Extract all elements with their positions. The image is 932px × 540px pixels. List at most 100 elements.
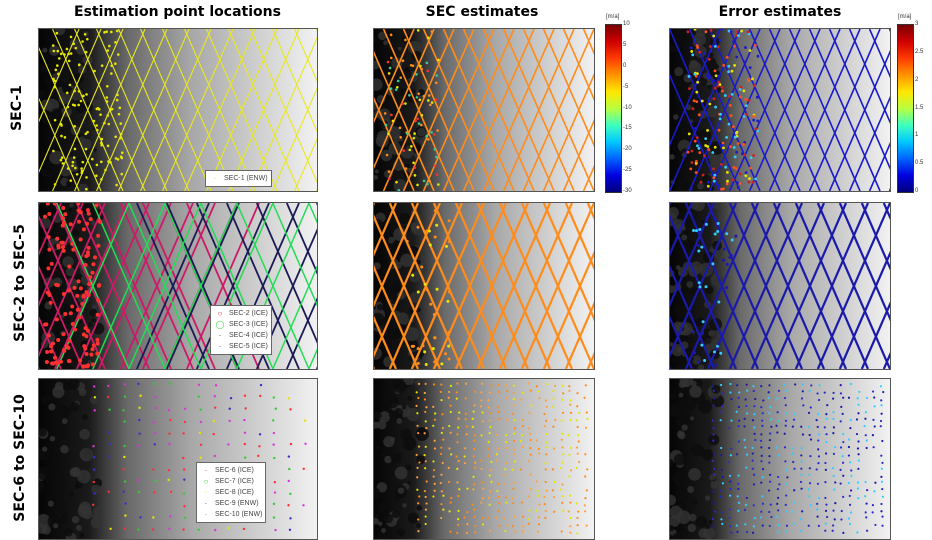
estimate-point — [841, 461, 845, 464]
estimate-point — [480, 467, 483, 470]
track-line — [166, 203, 240, 369]
estimate-point — [433, 209, 437, 213]
estimate-point — [696, 144, 699, 148]
estimate-point — [487, 440, 490, 443]
estimate-point — [456, 382, 459, 385]
estimate-point — [521, 418, 525, 422]
estimate-point — [717, 342, 721, 346]
estimate-point — [732, 40, 736, 43]
estimate-point — [696, 46, 700, 49]
estimate-point — [496, 459, 499, 462]
terrain-blob — [419, 387, 426, 394]
estimate-point — [761, 495, 764, 498]
legend-label: SEC-2 (ICE) — [229, 310, 268, 317]
estimate-point — [395, 180, 398, 184]
estimate-point — [474, 390, 477, 393]
estimate-point — [79, 99, 83, 103]
estimate-point — [553, 480, 556, 483]
estimate-point — [95, 107, 99, 111]
estimate-point — [497, 384, 501, 387]
estimate-point — [770, 425, 773, 428]
panel-sec1-errors — [669, 28, 891, 192]
estimate-point — [416, 183, 419, 187]
estimate-point — [273, 491, 277, 494]
estimate-point — [769, 432, 772, 435]
track-line — [462, 29, 535, 191]
estimate-point — [107, 490, 110, 493]
estimate-point — [759, 516, 763, 519]
estimate-point — [59, 158, 63, 162]
track-line — [794, 203, 870, 369]
estimate-point — [488, 529, 492, 533]
estimate-point — [424, 460, 427, 463]
track-line — [788, 29, 861, 191]
estimate-point — [719, 419, 722, 422]
terrain-blob — [704, 285, 714, 295]
terrain-blob — [39, 427, 47, 437]
estimate-point — [725, 262, 729, 266]
terrain-blob — [409, 271, 420, 283]
estimate-point — [848, 522, 852, 526]
legend-item: · SEC-10 (ENW) — [200, 509, 263, 520]
estimate-point — [432, 475, 435, 478]
terrain-blob — [375, 445, 380, 451]
estimate-point — [488, 474, 491, 477]
legend-item: · SEC-9 (ENW) — [200, 498, 262, 509]
estimate-point — [435, 155, 438, 159]
estimate-point — [70, 241, 75, 246]
estimate-point — [712, 34, 716, 38]
estimate-point — [768, 384, 771, 387]
track-line — [52, 29, 124, 191]
estimate-point — [793, 489, 796, 492]
estimate-point — [727, 122, 731, 126]
estimate-point — [86, 130, 89, 134]
estimate-point — [857, 403, 860, 406]
track-line — [388, 203, 464, 369]
estimate-point — [767, 489, 771, 492]
estimate-point — [108, 442, 112, 446]
estimate-point — [800, 487, 803, 490]
estimate-point — [481, 497, 485, 500]
estimate-point — [576, 434, 580, 437]
panel-sec6-10-locations — [38, 378, 318, 540]
track-line — [272, 87, 317, 191]
estimate-point — [84, 132, 88, 136]
estimate-point — [57, 72, 60, 76]
estimate-point — [396, 79, 400, 83]
estimate-point — [107, 122, 111, 126]
estimate-point — [91, 157, 94, 161]
estimate-point — [93, 468, 96, 471]
estimate-point — [874, 523, 877, 527]
estimate-point — [708, 102, 712, 106]
estimate-point — [817, 448, 820, 451]
estimate-point — [551, 489, 554, 492]
estimate-point — [68, 83, 72, 87]
estimate-point — [487, 447, 490, 450]
estimate-point — [228, 407, 231, 410]
estimate-point — [536, 489, 539, 492]
track-line — [422, 29, 495, 191]
estimate-point — [383, 112, 387, 115]
estimate-point — [569, 418, 572, 421]
estimate-point — [412, 344, 416, 348]
estimate-point — [69, 35, 73, 39]
legend-item: ○ SEC-7 (ICE) — [200, 476, 262, 487]
estimate-point — [390, 113, 393, 117]
estimate-point — [214, 384, 218, 387]
estimate-point — [199, 456, 203, 459]
estimate-point — [386, 60, 390, 64]
track-line — [542, 72, 594, 191]
estimate-point — [865, 516, 868, 519]
terrain-blob — [670, 285, 676, 294]
error-colorbar-unit: [m/a] — [898, 14, 912, 20]
terrain-blob — [674, 135, 679, 140]
estimate-point — [91, 262, 96, 267]
estimate-point — [879, 419, 883, 423]
estimate-point — [78, 237, 83, 242]
estimate-point — [505, 446, 508, 450]
estimate-point — [430, 101, 434, 104]
panel-plot — [374, 203, 594, 369]
terrain-blob — [676, 510, 691, 524]
estimate-point — [839, 420, 842, 423]
estimate-point — [183, 478, 186, 481]
